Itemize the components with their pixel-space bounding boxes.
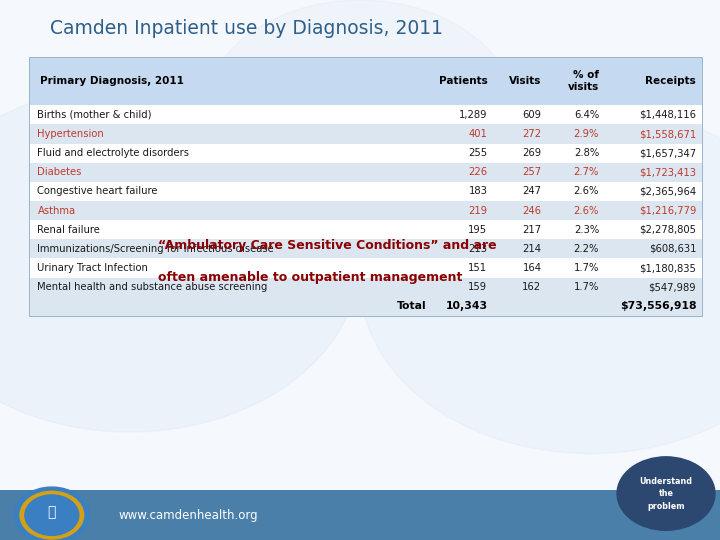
Text: 2.9%: 2.9% [574,129,599,139]
Text: Understand
the
problem: Understand the problem [639,477,693,510]
Text: 401: 401 [469,129,487,139]
FancyBboxPatch shape [29,144,702,163]
FancyBboxPatch shape [29,259,702,278]
Text: 1,289: 1,289 [459,110,487,120]
Text: Primary Diagnosis, 2011: Primary Diagnosis, 2011 [40,76,184,86]
Text: “Ambulatory Care Sensitive Conditions” and are: “Ambulatory Care Sensitive Conditions” a… [158,239,497,252]
Text: 2.6%: 2.6% [574,206,599,215]
Text: 269: 269 [522,148,541,158]
Text: % of
visits: % of visits [568,70,599,92]
Text: 257: 257 [522,167,541,177]
Text: Births (mother & child): Births (mother & child) [37,110,152,120]
Text: 2.2%: 2.2% [574,244,599,254]
Text: Visits: Visits [509,76,541,86]
Text: 2.6%: 2.6% [574,186,599,197]
Text: 247: 247 [523,186,541,197]
Text: 164: 164 [523,263,541,273]
Text: $73,556,918: $73,556,918 [620,301,696,312]
Text: Fluid and electrolyte disorders: Fluid and electrolyte disorders [37,148,189,158]
Text: 217: 217 [522,225,541,235]
Circle shape [20,491,84,539]
Text: 214: 214 [523,244,541,254]
Text: $1,180,835: $1,180,835 [639,263,696,273]
Text: $1,558,671: $1,558,671 [639,129,696,139]
FancyBboxPatch shape [29,201,702,220]
Text: Immunizations/Screening for infectious disease: Immunizations/Screening for infectious d… [37,244,274,254]
Text: Renal failure: Renal failure [37,225,100,235]
Text: $1,216,779: $1,216,779 [639,206,696,215]
FancyBboxPatch shape [29,297,702,316]
Text: Hypertension: Hypertension [37,129,104,139]
Circle shape [202,0,518,238]
Text: 159: 159 [468,282,487,292]
FancyBboxPatch shape [29,182,702,201]
Text: Receipts: Receipts [646,76,696,86]
Text: Urinary Tract Infection: Urinary Tract Infection [37,263,148,273]
Text: 183: 183 [469,186,487,197]
Text: 226: 226 [468,167,487,177]
Text: 2.7%: 2.7% [574,167,599,177]
Text: Patients: Patients [438,76,487,86]
Circle shape [14,487,89,540]
Text: 10,343: 10,343 [445,301,487,312]
FancyBboxPatch shape [29,220,702,239]
Text: 151: 151 [468,263,487,273]
Text: 1.7%: 1.7% [574,282,599,292]
Text: $1,448,116: $1,448,116 [639,110,696,120]
Text: 1.7%: 1.7% [574,263,599,273]
Text: $608,631: $608,631 [649,244,696,254]
Text: 2.8%: 2.8% [574,148,599,158]
Text: 255: 255 [468,148,487,158]
FancyBboxPatch shape [29,124,702,144]
FancyBboxPatch shape [29,105,702,124]
FancyBboxPatch shape [29,278,702,297]
Circle shape [360,108,720,454]
Text: 609: 609 [523,110,541,120]
Text: 2.3%: 2.3% [574,225,599,235]
Circle shape [25,495,78,535]
Text: Camden Inpatient use by Diagnosis, 2011: Camden Inpatient use by Diagnosis, 2011 [50,19,444,38]
Text: $2,365,964: $2,365,964 [639,186,696,197]
Text: 👥: 👥 [48,505,56,519]
Text: $1,723,413: $1,723,413 [639,167,696,177]
Text: www.camdenhealth.org: www.camdenhealth.org [119,509,258,522]
Text: Asthma: Asthma [37,206,76,215]
Text: Diabetes: Diabetes [37,167,82,177]
Text: $1,657,347: $1,657,347 [639,148,696,158]
Text: 219: 219 [468,206,487,215]
FancyBboxPatch shape [29,163,702,182]
Text: 213: 213 [469,244,487,254]
Text: Mental health and substance abuse screening: Mental health and substance abuse screen… [37,282,268,292]
Text: 246: 246 [523,206,541,215]
Text: 162: 162 [522,282,541,292]
Text: $2,278,805: $2,278,805 [639,225,696,235]
Text: often amenable to outpatient management: often amenable to outpatient management [158,271,463,284]
Text: Congestive heart failure: Congestive heart failure [37,186,158,197]
Text: 195: 195 [468,225,487,235]
FancyBboxPatch shape [29,239,702,259]
Circle shape [617,457,715,530]
Text: 6.4%: 6.4% [574,110,599,120]
Text: 272: 272 [522,129,541,139]
FancyBboxPatch shape [29,57,702,105]
Text: $547,989: $547,989 [649,282,696,292]
FancyBboxPatch shape [0,490,720,540]
Circle shape [0,86,360,432]
Text: Total: Total [397,301,426,312]
